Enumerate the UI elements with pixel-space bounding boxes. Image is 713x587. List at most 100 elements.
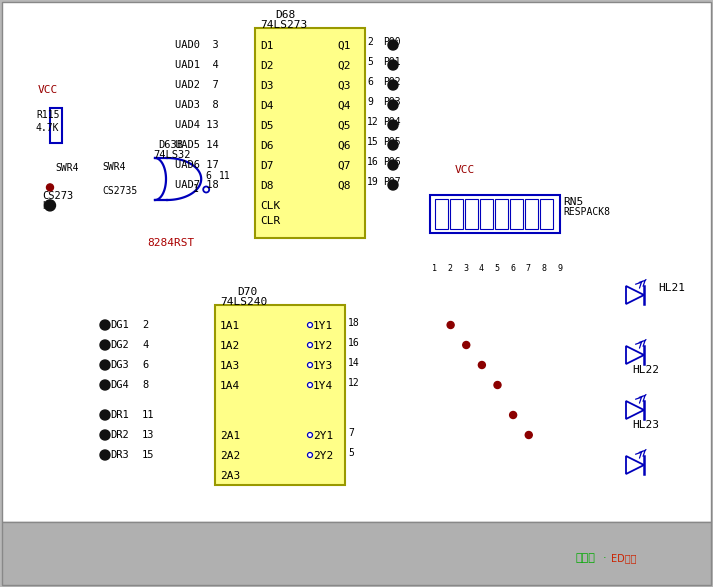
Text: 11: 11 xyxy=(142,410,155,420)
Circle shape xyxy=(100,450,110,460)
Text: 2A3: 2A3 xyxy=(220,471,240,481)
Text: D5: D5 xyxy=(260,121,274,131)
Circle shape xyxy=(307,453,312,457)
Text: CLK: CLK xyxy=(260,201,280,211)
Text: 6: 6 xyxy=(142,360,148,370)
Text: 6: 6 xyxy=(367,77,373,87)
Text: VCC: VCC xyxy=(455,165,476,175)
Text: D63B: D63B xyxy=(158,140,183,150)
Text: 2: 2 xyxy=(448,264,453,273)
Text: 1A2: 1A2 xyxy=(220,341,240,351)
Text: DG2: DG2 xyxy=(110,340,129,350)
Circle shape xyxy=(307,383,312,387)
Text: HL22: HL22 xyxy=(632,365,659,375)
Text: D8: D8 xyxy=(260,181,274,191)
Circle shape xyxy=(388,60,398,70)
Text: 1Y4: 1Y4 xyxy=(313,381,333,391)
Bar xyxy=(465,199,478,229)
Circle shape xyxy=(388,140,398,150)
Polygon shape xyxy=(626,401,644,419)
Text: 12: 12 xyxy=(348,378,360,388)
Circle shape xyxy=(100,320,110,330)
Text: Q1: Q1 xyxy=(337,41,351,51)
Text: 11: 11 xyxy=(219,171,231,181)
Text: 2A2: 2A2 xyxy=(220,451,240,461)
Text: 4.7K: 4.7K xyxy=(36,123,59,133)
Text: CLR: CLR xyxy=(260,216,280,226)
Text: 1A1: 1A1 xyxy=(220,321,240,331)
Circle shape xyxy=(100,340,110,350)
Text: HL23: HL23 xyxy=(632,420,659,430)
Text: 1: 1 xyxy=(432,264,437,273)
Circle shape xyxy=(307,363,312,367)
Circle shape xyxy=(388,160,398,170)
Circle shape xyxy=(510,411,517,419)
Text: 12: 12 xyxy=(367,117,379,127)
Bar xyxy=(50,108,62,143)
Text: Q6: Q6 xyxy=(337,141,351,151)
Text: PO3: PO3 xyxy=(383,97,401,107)
Circle shape xyxy=(388,120,398,130)
Bar xyxy=(430,195,560,233)
Text: 4: 4 xyxy=(479,264,484,273)
Text: UAD4 13: UAD4 13 xyxy=(175,120,219,130)
Text: RN5: RN5 xyxy=(563,197,583,207)
Text: PO2: PO2 xyxy=(383,77,401,87)
Text: 6: 6 xyxy=(510,264,515,273)
Text: 4: 4 xyxy=(142,340,148,350)
Text: RESPACK8: RESPACK8 xyxy=(563,207,610,217)
Text: D7: D7 xyxy=(260,161,274,171)
Text: SWR4: SWR4 xyxy=(55,163,78,173)
Bar xyxy=(450,199,463,229)
Text: 15: 15 xyxy=(142,450,155,460)
Text: UAD1  4: UAD1 4 xyxy=(175,60,219,70)
Text: D68: D68 xyxy=(275,10,295,20)
Bar xyxy=(480,199,493,229)
Text: PO6: PO6 xyxy=(383,157,401,167)
Circle shape xyxy=(307,433,312,437)
Circle shape xyxy=(307,322,312,328)
Text: UAD3  8: UAD3 8 xyxy=(175,100,219,110)
Text: PO4: PO4 xyxy=(383,117,401,127)
Bar xyxy=(435,199,448,229)
Text: 5: 5 xyxy=(367,57,373,67)
Text: 18: 18 xyxy=(348,318,360,328)
Bar xyxy=(510,199,523,229)
Circle shape xyxy=(100,360,110,370)
Bar xyxy=(215,305,345,485)
Circle shape xyxy=(447,322,454,329)
Text: 7: 7 xyxy=(525,264,530,273)
Text: D4: D4 xyxy=(260,101,274,111)
Text: 1Y3: 1Y3 xyxy=(313,361,333,371)
Text: DR2: DR2 xyxy=(110,430,129,440)
Text: PO1: PO1 xyxy=(383,57,401,67)
Circle shape xyxy=(203,187,209,193)
Text: D6: D6 xyxy=(260,141,274,151)
Circle shape xyxy=(46,184,53,191)
Text: 8284RST: 8284RST xyxy=(147,238,194,248)
Text: ED小站: ED小站 xyxy=(611,553,637,563)
Circle shape xyxy=(44,200,56,211)
Text: 1Y1: 1Y1 xyxy=(313,321,333,331)
Circle shape xyxy=(494,382,501,389)
Text: PO5: PO5 xyxy=(383,137,401,147)
Circle shape xyxy=(463,342,470,349)
Text: 9: 9 xyxy=(367,97,373,107)
Bar xyxy=(255,28,365,238)
Text: CS2735: CS2735 xyxy=(102,187,137,197)
Text: 2: 2 xyxy=(367,37,373,47)
Text: Q7: Q7 xyxy=(337,161,351,171)
Text: D2: D2 xyxy=(260,61,274,71)
Polygon shape xyxy=(626,456,644,474)
Polygon shape xyxy=(626,346,644,364)
Text: 16: 16 xyxy=(348,338,360,348)
Text: D70: D70 xyxy=(237,287,257,297)
Text: UAD6 17: UAD6 17 xyxy=(175,160,219,170)
Text: HL21: HL21 xyxy=(658,283,685,293)
Text: UAD7 18: UAD7 18 xyxy=(175,180,219,190)
Text: 74LS32: 74LS32 xyxy=(153,150,190,160)
Text: PO0: PO0 xyxy=(383,37,401,47)
Bar xyxy=(525,199,538,229)
Text: 2Y2: 2Y2 xyxy=(313,451,333,461)
Circle shape xyxy=(100,430,110,440)
